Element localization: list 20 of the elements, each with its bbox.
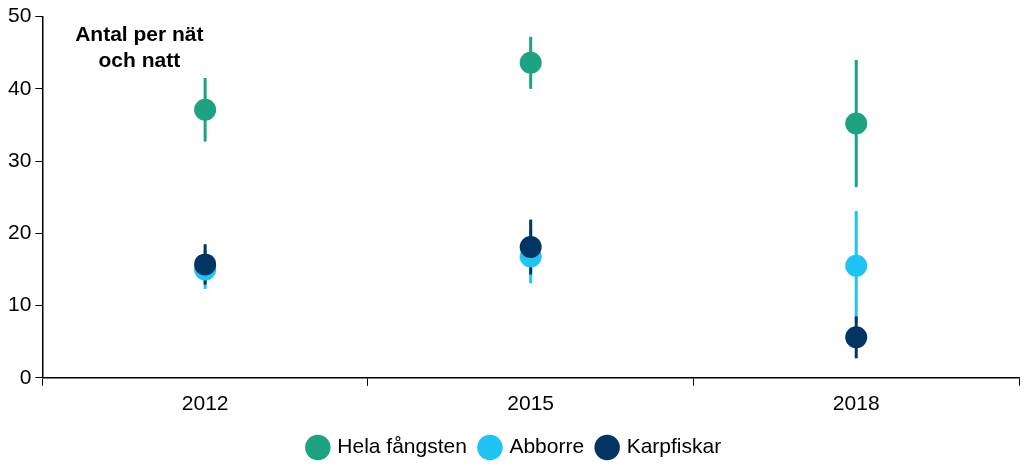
x-tick-label: 2018 [832, 391, 880, 415]
point [845, 326, 868, 349]
y-axis-title: Antal per nät och natt [75, 21, 204, 71]
x-tick-label: 2012 [181, 391, 229, 415]
y-tick-label: 50 [8, 3, 32, 27]
y-tick-label: 30 [8, 147, 32, 171]
point [845, 112, 868, 135]
y-tick-label: 20 [8, 220, 32, 244]
point [845, 254, 868, 277]
point [519, 236, 542, 259]
x-tick-label: 2015 [507, 391, 555, 415]
point [194, 253, 217, 276]
y-tick-label: 10 [8, 292, 32, 316]
point [194, 98, 217, 121]
legend-label: Karpfiskar [626, 434, 722, 458]
legend-label: Hela fångsten [337, 434, 467, 458]
y-tick-label: 0 [19, 364, 32, 388]
legend-label: Abborre [509, 434, 585, 458]
y-tick-label: 40 [8, 75, 32, 99]
point [519, 51, 542, 74]
